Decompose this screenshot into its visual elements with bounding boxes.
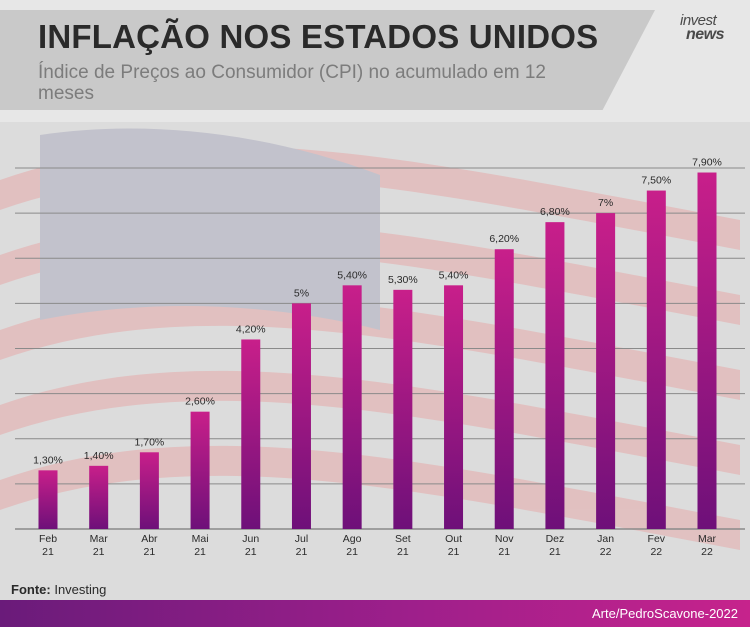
x-tick-month: Feb <box>39 533 57 545</box>
x-tick-month: Dez <box>546 533 565 545</box>
x-tick-year: 22 <box>650 546 662 558</box>
data-label: 2,60% <box>185 396 215 408</box>
bar <box>494 249 514 529</box>
x-tick-month: Nov <box>495 533 514 545</box>
bar <box>38 470 58 529</box>
bar <box>596 213 616 529</box>
x-tick-month: Mai <box>192 533 209 545</box>
x-tick-month: Ago <box>343 533 362 545</box>
bar <box>646 190 666 529</box>
data-label: 5% <box>294 287 309 299</box>
x-tick-year: 21 <box>448 546 460 558</box>
data-label: 5,30% <box>388 274 418 286</box>
data-label: 5,40% <box>439 269 469 281</box>
data-label: 1,70% <box>134 436 164 448</box>
bar <box>190 411 210 529</box>
source-label: Fonte: <box>11 582 51 597</box>
data-label: 1,40% <box>84 450 114 462</box>
x-tick-month: Mar <box>90 533 109 545</box>
logo-text-top: invest <box>680 12 717 29</box>
data-label: 4,20% <box>236 323 266 335</box>
x-tick-month: Set <box>395 533 411 545</box>
bar <box>545 222 565 529</box>
page-subtitle: Índice de Preços ao Consumidor (CPI) no … <box>38 62 546 104</box>
bar <box>697 172 717 529</box>
x-tick-year: 21 <box>245 546 257 558</box>
source-note: Fonte: Investing <box>11 582 106 597</box>
x-tick-month: Jun <box>242 533 259 545</box>
cpi-bar-chart: 1,30% 1,40% 1,70% 2,60% 4,20% 5% 5,40% 5,30% 5,4… <box>15 157 745 558</box>
bar <box>393 289 413 529</box>
logo-text-bottom: news <box>686 26 725 43</box>
data-label: 7,90% <box>692 157 722 169</box>
data-label: 7% <box>598 197 613 209</box>
x-tick-year: 22 <box>600 546 612 558</box>
x-tick-month: Out <box>445 533 462 545</box>
x-tick-year: 21 <box>346 546 358 558</box>
data-label: 5,40% <box>337 269 367 281</box>
data-label: 6,80% <box>540 206 570 218</box>
title-panel <box>0 10 655 110</box>
page-title: INFLAÇÃO NOS ESTADOS UNIDOS <box>38 18 599 55</box>
bar <box>342 285 362 529</box>
data-label: 1,30% <box>33 454 63 466</box>
x-tick-year: 21 <box>194 546 206 558</box>
x-tick-year: 21 <box>296 546 308 558</box>
x-tick-year: 21 <box>397 546 409 558</box>
x-tick-year: 21 <box>144 546 156 558</box>
footer-bar: Arte/PedroScavone-2022 <box>0 600 750 627</box>
bar <box>444 285 464 529</box>
data-label: 6,20% <box>489 233 519 245</box>
bar <box>291 303 311 529</box>
x-tick-month: Jul <box>295 533 308 545</box>
source-value: Investing <box>54 582 107 597</box>
investnews-logo: invest news <box>672 12 740 46</box>
data-label: 7,50% <box>641 175 671 187</box>
bar <box>241 339 261 529</box>
x-tick-month: Mar <box>698 533 717 545</box>
x-tick-month: Abr <box>141 533 158 545</box>
bar <box>89 465 109 529</box>
x-tick-year: 21 <box>549 546 561 558</box>
x-tick-year: 22 <box>701 546 713 558</box>
x-tick-year: 21 <box>498 546 510 558</box>
art-credit: Arte/PedroScavone-2022 <box>592 606 738 621</box>
x-tick-month: Jan <box>597 533 614 545</box>
bar <box>139 452 159 529</box>
x-tick-month: Fev <box>648 533 666 545</box>
x-tick-year: 21 <box>93 546 105 558</box>
x-tick-year: 21 <box>42 546 54 558</box>
